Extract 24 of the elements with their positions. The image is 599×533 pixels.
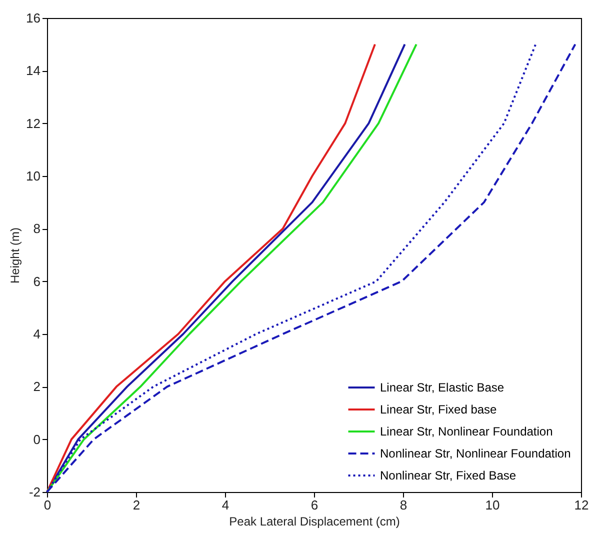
legend-label: Nonlinear Str, Fixed Base bbox=[380, 468, 516, 482]
x-tick-label: 2 bbox=[132, 498, 140, 512]
y-tick-label: 10 bbox=[26, 168, 40, 184]
y-tick-label: 4 bbox=[33, 326, 40, 342]
legend-label: Linear Str, Nonlinear Foundation bbox=[380, 424, 553, 438]
y-tick-label: 12 bbox=[26, 116, 40, 131]
legend-label: Linear Str, Elastic Base bbox=[380, 380, 504, 394]
y-tick-label: -2 bbox=[28, 484, 40, 500]
x-tick-label: 0 bbox=[44, 498, 52, 512]
y-axis-title: Height (m) bbox=[8, 227, 22, 284]
x-tick-label: 10 bbox=[485, 498, 500, 512]
x-tick-label: 8 bbox=[400, 498, 408, 512]
x-axis-title: Peak Lateral Displacement (cm) bbox=[229, 514, 400, 528]
legend-label: Nonlinear Str, Nonlinear Foundation bbox=[380, 446, 571, 460]
y-tick-label: 6 bbox=[33, 274, 40, 289]
y-tick-label: 16 bbox=[26, 10, 40, 26]
x-tick-label: 6 bbox=[310, 498, 318, 512]
x-tick-label: 12 bbox=[574, 498, 589, 512]
y-tick-label: 8 bbox=[33, 221, 40, 236]
x-tick-label: 4 bbox=[222, 498, 230, 512]
y-tick-label: 0 bbox=[33, 432, 40, 447]
legend-label: Linear Str, Fixed base bbox=[380, 402, 498, 416]
y-tick-label: 14 bbox=[26, 63, 40, 78]
y-tick-label: 2 bbox=[33, 379, 40, 394]
